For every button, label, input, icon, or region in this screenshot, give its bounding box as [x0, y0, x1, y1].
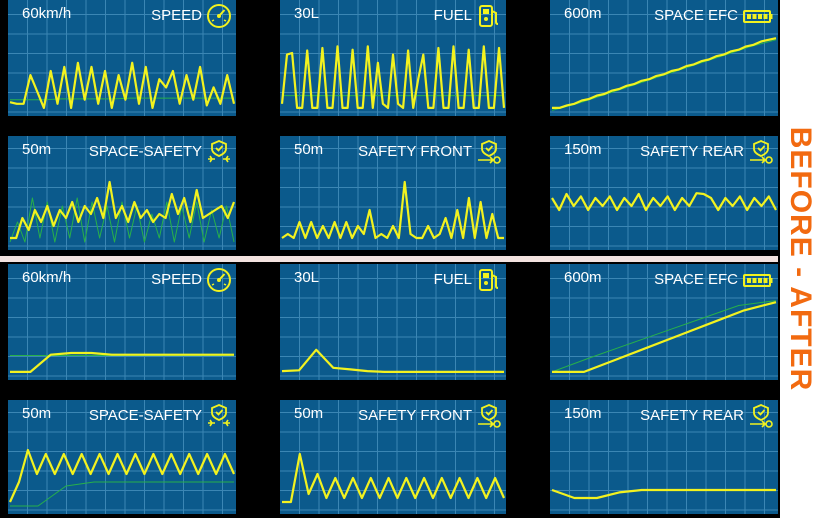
before-space-efc-panel: 600m SPACE EFC	[550, 0, 778, 116]
panel-grid	[8, 136, 236, 250]
before-safety-front-panel: 50m SAFETY FRONT	[280, 136, 506, 250]
speed-chart	[10, 351, 234, 374]
space-safety-value-label: 50m	[22, 405, 52, 422]
safety-front-title: SAFETY FRONT	[358, 407, 472, 424]
after-space-safety-panel: 50m SPACE-SAFETY	[8, 400, 236, 514]
speed-title: SPEED	[151, 7, 202, 24]
fuel-pump-icon	[476, 3, 502, 29]
fuel-value-label: 30L	[294, 5, 320, 22]
series-line-main	[281, 180, 504, 240]
safety-shield-icon	[748, 403, 774, 429]
space-efc-title: SPACE EFC	[654, 271, 738, 288]
before-speed-panel: 60km/h SPEED	[8, 0, 236, 116]
battery-icon	[742, 3, 774, 29]
safety-shield-icon	[476, 139, 502, 165]
safety-front-value-label: 50m	[294, 405, 324, 422]
space-efc-value-label: 600m	[564, 5, 602, 22]
series-line-reference	[10, 481, 234, 507]
space-safety-value-label: 50m	[22, 141, 52, 158]
panel-grid	[8, 264, 236, 380]
series-line-main	[9, 61, 236, 110]
fuel-chart	[281, 348, 504, 374]
space-safety-title: SPACE-SAFETY	[88, 407, 202, 424]
panel-grid	[550, 400, 778, 514]
before-fuel-panel: 30L FUEL	[280, 0, 506, 116]
safety-shield-icon	[748, 139, 774, 165]
series-line-reference	[10, 97, 234, 101]
series-line-main	[551, 192, 777, 212]
space-safety-chart	[8, 448, 236, 507]
series-line-main	[10, 180, 236, 240]
fuel-value-label: 30L	[294, 269, 320, 286]
space-safety-title: SPACE-SAFETY	[88, 143, 202, 160]
series-line-main	[282, 452, 506, 504]
before-after-divider	[0, 256, 778, 262]
speed-value-label: 60km/h	[22, 269, 72, 286]
safety-rear-value-label: 150m	[564, 141, 602, 158]
space-efc-title: SPACE EFC	[654, 7, 738, 24]
panel-grid	[550, 264, 778, 380]
battery-icon	[742, 267, 774, 293]
fuel-pump-icon	[476, 267, 502, 293]
safety-rear-value-label: 150m	[564, 405, 602, 422]
fuel-chart	[280, 45, 506, 110]
series-line-main	[10, 351, 234, 374]
after-safety-front-panel: 50m SAFETY FRONT	[280, 400, 506, 514]
series-line-main	[552, 37, 777, 110]
before-safety-rear-panel: 150m SAFETY REAR	[550, 136, 778, 250]
after-speed-panel: 60km/h SPEED	[8, 264, 236, 380]
space-efc-value-label: 600m	[564, 269, 602, 286]
series-line-reference	[551, 300, 777, 373]
speedometer-icon	[206, 3, 232, 29]
speed-chart	[9, 61, 236, 110]
after-safety-rear-panel: 150m SAFETY REAR	[550, 400, 778, 514]
speed-value-label: 60km/h	[22, 5, 72, 22]
safety-front-chart	[282, 452, 506, 504]
safety-rear-chart	[551, 192, 777, 212]
speed-title: SPEED	[151, 271, 202, 288]
after-space-efc-panel: 600m SPACE EFC	[550, 264, 778, 380]
space-efc-chart	[551, 300, 777, 374]
space-efc-chart	[551, 37, 777, 111]
fuel-title: FUEL	[433, 7, 472, 24]
panel-grid	[550, 0, 778, 116]
safety-shield-icon	[476, 403, 502, 429]
series-line-main	[281, 348, 504, 374]
safety-front-chart	[281, 180, 504, 240]
safety-front-value-label: 50m	[294, 141, 324, 158]
before-space-safety-panel: 50m SPACE-SAFETY	[8, 136, 236, 250]
safety-rear-chart	[551, 488, 776, 500]
panel-grid	[550, 136, 778, 250]
safety-rear-title: SAFETY REAR	[640, 143, 744, 160]
panel-grid	[8, 400, 236, 514]
series-line-main	[551, 488, 776, 500]
panel-grid	[280, 264, 506, 380]
safety-shield-icon	[206, 403, 232, 429]
safety-front-title: SAFETY FRONT	[358, 143, 472, 160]
fuel-title: FUEL	[433, 271, 472, 288]
series-line-main	[8, 448, 236, 503]
series-line-main	[552, 301, 777, 374]
series-line-main	[280, 45, 506, 110]
side-banner	[780, 0, 820, 518]
series-line-reference	[9, 197, 235, 243]
space-safety-chart	[9, 180, 236, 243]
safety-rear-title: SAFETY REAR	[640, 407, 744, 424]
speedometer-icon	[206, 267, 232, 293]
after-fuel-panel: 30L FUEL	[280, 264, 506, 380]
side-label: BEFORE - AFTER	[784, 126, 817, 392]
safety-shield-icon	[206, 139, 232, 165]
